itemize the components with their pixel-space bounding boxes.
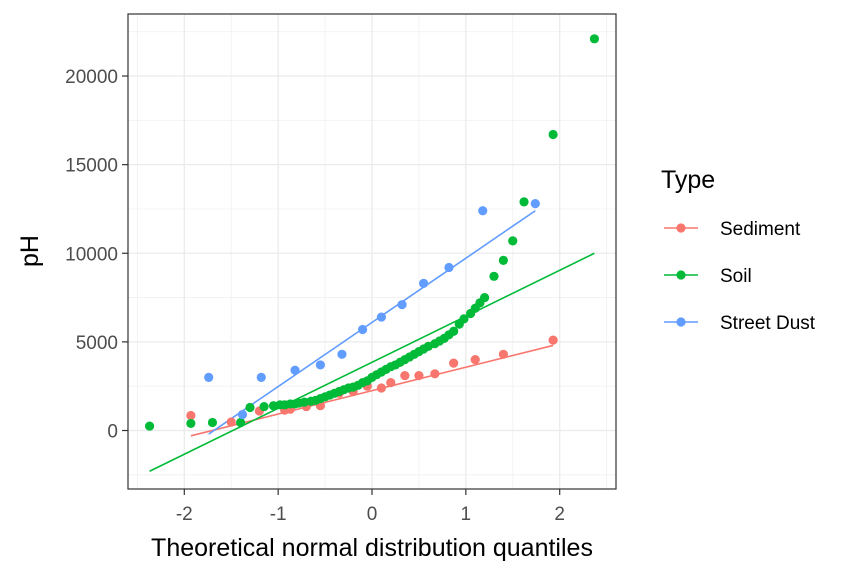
point-street-dust [444, 262, 454, 273]
legend-point [676, 270, 686, 280]
point-sediment [226, 417, 236, 427]
point-soil [144, 421, 155, 431]
x-tick-label: 1 [461, 504, 472, 525]
point-street-dust [530, 199, 540, 209]
x-axis-ticks: -2 -1 0 1 2 [176, 489, 565, 525]
fit-lines [149, 210, 595, 472]
point-sediment [498, 349, 508, 359]
point-soil [259, 401, 269, 412]
point-soil [186, 418, 196, 429]
legend: Type Sediment Soil Street Dust [661, 166, 816, 334]
point-street-dust [256, 372, 266, 382]
point-soil [207, 417, 218, 428]
x-axis-title: Theoretical normal distribution quantile… [151, 534, 593, 562]
legend-key-soil [664, 270, 698, 280]
point-street-dust [315, 360, 325, 370]
point-soil [480, 292, 490, 303]
point-soil [508, 236, 518, 246]
point-soil [489, 271, 499, 281]
x-tick-label: 0 [367, 504, 378, 525]
point-soil [245, 402, 255, 413]
y-tick-label: 20000 [65, 67, 118, 88]
point-soil [498, 255, 508, 265]
legend-point [676, 317, 686, 327]
y-axis-ticks: 0 5000 10000 15000 20000 [65, 67, 128, 443]
point-street-dust [337, 349, 347, 359]
y-axis-title: pH [16, 235, 44, 267]
legend-key-sediment [664, 223, 698, 233]
point-sediment [386, 378, 396, 388]
point-street-dust [204, 372, 214, 382]
point-soil [519, 197, 529, 207]
legend-point [676, 223, 686, 233]
point-sediment [430, 369, 440, 379]
point-street-dust [419, 278, 429, 289]
x-tick-label: 2 [554, 504, 565, 525]
point-sediment [470, 355, 480, 365]
fit-line-soil [149, 252, 595, 472]
x-tick-label: -1 [270, 504, 287, 525]
legend-label-sediment: Sediment [720, 219, 801, 240]
point-sediment [400, 370, 410, 381]
point-sediment [414, 370, 424, 381]
point-soil [548, 129, 558, 140]
point-sediment [449, 358, 459, 368]
points [144, 34, 600, 431]
point-street-dust [290, 365, 300, 375]
point-soil [459, 314, 469, 324]
point-soil [589, 34, 600, 44]
point-street-dust [376, 312, 386, 322]
point-sediment [186, 410, 196, 421]
legend-label-soil: Soil [720, 266, 752, 287]
point-sediment [376, 383, 386, 393]
point-soil [449, 326, 459, 336]
point-street-dust [358, 324, 368, 335]
point-street-dust [237, 409, 248, 420]
point-street-dust [397, 300, 407, 310]
y-tick-label: 15000 [65, 156, 118, 177]
point-sediment [548, 335, 558, 345]
fit-line-street-dust [208, 210, 536, 435]
point-soil [236, 417, 246, 428]
x-tick-label: -2 [176, 504, 193, 525]
y-tick-label: 5000 [76, 333, 118, 354]
y-tick-label: 10000 [65, 244, 118, 265]
point-street-dust [478, 206, 488, 216]
legend-label-street-dust: Street Dust [720, 313, 816, 334]
legend-title: Type [661, 166, 715, 194]
legend-key-street-dust [664, 317, 698, 327]
y-tick-label: 0 [107, 422, 118, 443]
